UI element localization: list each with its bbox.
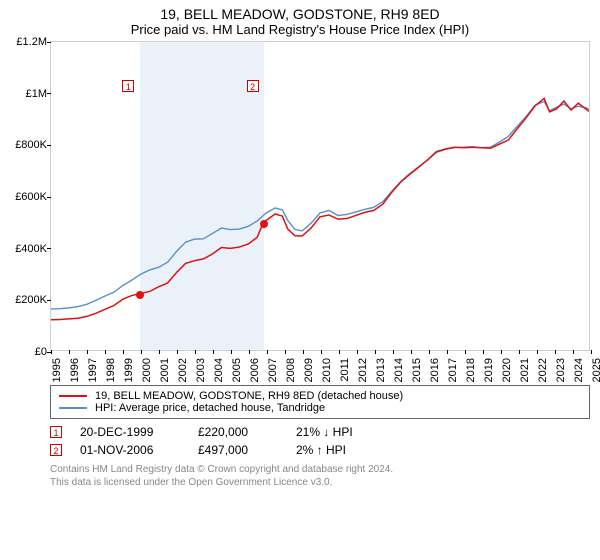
marker-badge-2: 2: [50, 444, 62, 456]
table-row: 1 20-DEC-1999 £220,000 21% ↓ HPI: [50, 425, 590, 439]
txn-date: 20-DEC-1999: [80, 425, 180, 439]
txn-pct: 21% ↓ HPI: [296, 425, 376, 439]
chart-title: 19, BELL MEADOW, GODSTONE, RH9 8ED: [10, 6, 590, 22]
footer-line-1: Contains HM Land Registry data © Crown c…: [50, 463, 590, 476]
legend-row-blue: HPI: Average price, detached house, Tand…: [59, 402, 581, 414]
legend-swatch-red: [59, 395, 87, 397]
legend-row-red: 19, BELL MEADOW, GODSTONE, RH9 8ED (deta…: [59, 390, 581, 402]
table-row: 2 01-NOV-2006 £497,000 2% ↑ HPI: [50, 443, 590, 457]
txn-price: £497,000: [198, 443, 278, 457]
marker-dot-1: [136, 291, 144, 299]
txn-price: £220,000: [198, 425, 278, 439]
marker-label-2: 2: [247, 80, 259, 92]
marker-badge-1: 1: [50, 426, 62, 438]
footer-line-2: This data is licensed under the Open Gov…: [50, 476, 590, 489]
y-axis-label: £800K: [15, 139, 47, 151]
y-axis-label: £0: [35, 346, 47, 358]
chart-subtitle: Price paid vs. HM Land Registry's House …: [10, 22, 590, 37]
series-hpi: [51, 102, 589, 309]
legend-label-blue: HPI: Average price, detached house, Tand…: [95, 402, 325, 414]
txn-date: 01-NOV-2006: [80, 443, 180, 457]
series-property: [51, 98, 589, 319]
marker-dot-2: [260, 220, 268, 228]
chart-plot-area: £0£200K£400K£600K£800K£1M£1.2M1995199619…: [50, 41, 590, 351]
y-axis-label: £1M: [26, 88, 47, 100]
y-axis-label: £600K: [15, 191, 47, 203]
txn-pct: 2% ↑ HPI: [296, 443, 376, 457]
legend-swatch-blue: [59, 407, 87, 409]
footer: Contains HM Land Registry data © Crown c…: [50, 463, 590, 489]
legend: 19, BELL MEADOW, GODSTONE, RH9 8ED (deta…: [50, 385, 590, 419]
y-axis-label: £1.2M: [16, 36, 47, 48]
y-axis-label: £400K: [15, 243, 47, 255]
legend-label-red: 19, BELL MEADOW, GODSTONE, RH9 8ED (deta…: [95, 390, 403, 402]
y-axis-label: £200K: [15, 294, 47, 306]
transactions-table: 1 20-DEC-1999 £220,000 21% ↓ HPI 2 01-NO…: [50, 425, 590, 457]
marker-label-1: 1: [122, 80, 134, 92]
